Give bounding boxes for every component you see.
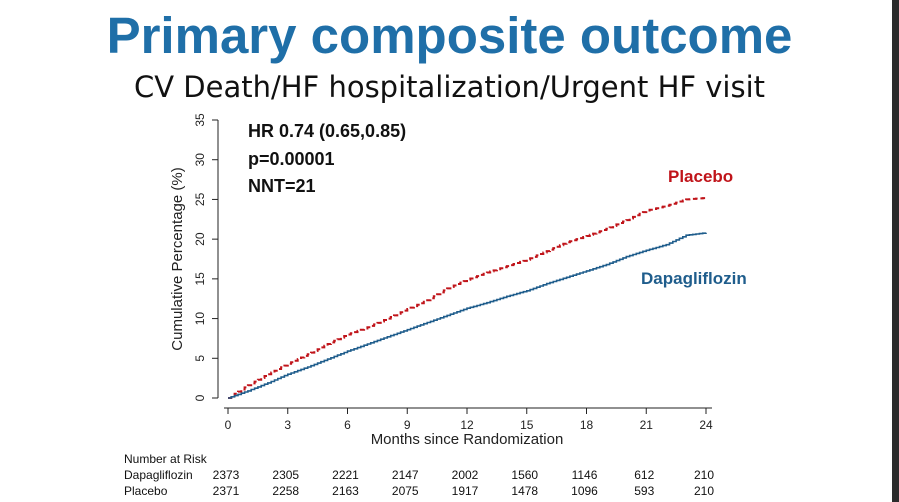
chart-lines [228, 197, 707, 399]
y-tick-label: 5 [193, 355, 207, 362]
slide-edge-bar [892, 0, 899, 502]
x-tick-label: 3 [284, 418, 291, 432]
x-axis-title: Months since Randomization [371, 431, 564, 448]
at-risk-value: 1478 [511, 484, 539, 498]
at-risk-value: 2002 [451, 468, 479, 482]
at-risk-value: 210 [693, 468, 715, 482]
at-risk-value: 2075 [391, 484, 419, 498]
p-value-annotation: p=0.00001 [248, 149, 335, 169]
at-risk-value: 593 [634, 484, 655, 498]
at-risk-value: 612 [634, 468, 655, 482]
at-risk-value: 2221 [332, 468, 359, 482]
at-risk-value: 1096 [571, 484, 598, 498]
nnt-annotation: NNT=21 [248, 176, 316, 196]
x-tick-label: 12 [460, 418, 474, 432]
at-risk-value: 2305 [272, 468, 300, 482]
y-tick-label: 25 [193, 192, 207, 206]
x-tick-label: 9 [404, 418, 411, 432]
x-tick-label: 24 [699, 418, 713, 432]
series-line-dapagliflozin [228, 232, 707, 399]
at-risk-value: 1146 [571, 468, 598, 482]
at-risk-value: 210 [693, 484, 715, 498]
slide-subtitle: CV Death/HF hospitalization/Urgent HF vi… [133, 70, 766, 104]
slide-title: Primary composite outcome [106, 7, 793, 64]
at-risk-value: 2371 [212, 484, 240, 498]
series-label-dapagliflozin: Dapagliflozin [641, 269, 747, 288]
y-tick-label: 20 [193, 232, 207, 246]
x-tick-label: 6 [344, 418, 351, 432]
x-tick-label: 18 [580, 418, 594, 432]
series-line-placebo [228, 197, 707, 399]
at-risk-title: Number at Risk [124, 452, 207, 466]
at-risk-row-label: Placebo [124, 484, 168, 498]
y-tick-label: 0 [193, 394, 207, 401]
y-axis-title: Cumulative Percentage (%) [169, 167, 186, 350]
chart-axes: 0 5 10 15 20 25 30 35 Cumulative Percentage (%) 0… [169, 113, 713, 448]
at-risk-value: 1917 [451, 484, 479, 498]
chart-labels: Placebo Dapagliflozin HR 0.74 (0.65,0.85) p… [248, 121, 747, 288]
at-risk-value: 2147 [391, 468, 419, 482]
hazard-ratio-annotation: HR 0.74 (0.65,0.85) [248, 121, 406, 141]
at-risk-value: 2258 [272, 484, 300, 498]
x-tick-label: 21 [640, 418, 654, 432]
at-risk-value: 1560 [511, 468, 539, 482]
at-risk-value: 2163 [332, 484, 359, 498]
y-tick-label: 15 [193, 272, 207, 286]
series-label-placebo: Placebo [668, 167, 733, 186]
y-tick-label: 30 [193, 153, 207, 167]
y-tick-label: 10 [193, 312, 207, 326]
y-tick-label: 35 [193, 113, 207, 127]
x-tick-label: 15 [520, 418, 534, 432]
at-risk-value: 2373 [212, 468, 240, 482]
x-tick-label: 0 [225, 418, 232, 432]
at-risk-row-label: Dapagliflozin [124, 468, 193, 482]
